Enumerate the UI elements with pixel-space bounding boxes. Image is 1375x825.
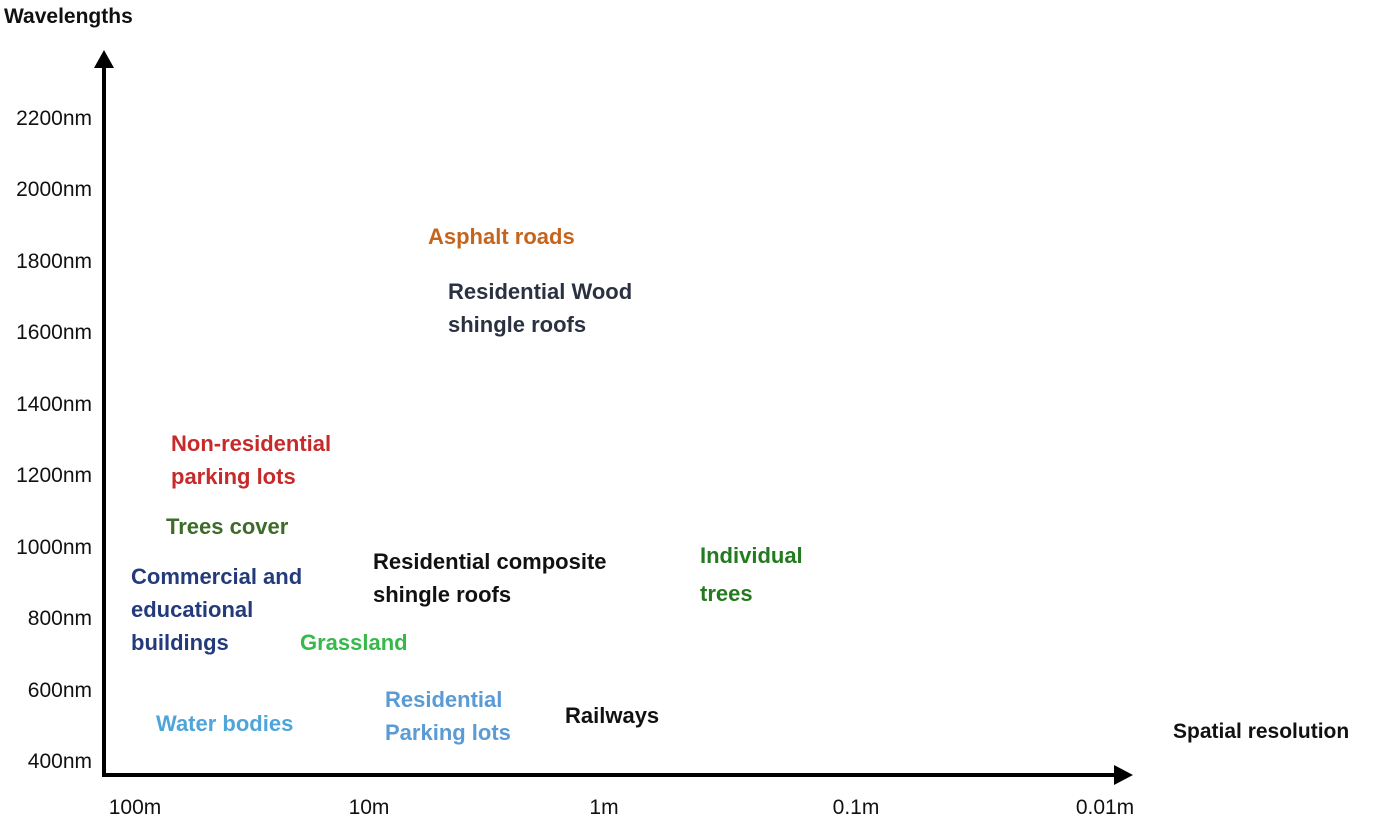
label-commercial-educational-buildings: Commercial and educational buildings [131,564,303,655]
y-tick-2200: 2200nm [16,107,92,130]
y-tick-1600: 1600nm [16,321,92,344]
x-tick-0-1m: 0.1m [832,796,880,819]
label-asphalt-roads: Asphalt roads [428,224,575,249]
y-tick-1800: 1800nm [16,250,92,273]
y-axis-title: Wavelengths [4,5,133,28]
label-water-bodies: Water bodies [156,711,294,736]
y-tick-1000: 1000nm [16,536,92,559]
y-axis-arrowhead [94,50,114,68]
y-tick-400: 400nm [27,750,92,773]
x-tick-10m: 10m [348,796,390,819]
y-tick-800: 800nm [27,607,92,630]
y-tick-1400: 1400nm [16,393,92,416]
x-tick-100m: 100m [108,796,162,819]
x-axis-title: Spatial resolution [1173,720,1350,743]
label-non-residential-parking-lots: Non-residential parking lots [171,431,332,489]
y-tick-2000: 2000nm [16,178,92,201]
label-trees-cover: Trees cover [166,514,289,539]
label-railways: Railways [565,703,660,728]
label-individual-trees: Individual trees [700,543,803,606]
label-residential-wood-shingle-roofs: Residential Wood shingle roofs [448,279,633,337]
x-tick-0-01m: 0.01m [1075,796,1135,819]
label-residential-parking-lots: Residential Parking lots [385,687,511,745]
x-axis-arrowhead [1114,765,1133,785]
y-tick-600: 600nm [27,679,92,702]
y-tick-1200: 1200nm [16,464,92,487]
label-grassland: Grassland [300,630,408,655]
x-tick-1m: 1m [589,796,619,819]
label-residential-composite-shingle-roofs: Residential composite shingle roofs [373,549,607,607]
